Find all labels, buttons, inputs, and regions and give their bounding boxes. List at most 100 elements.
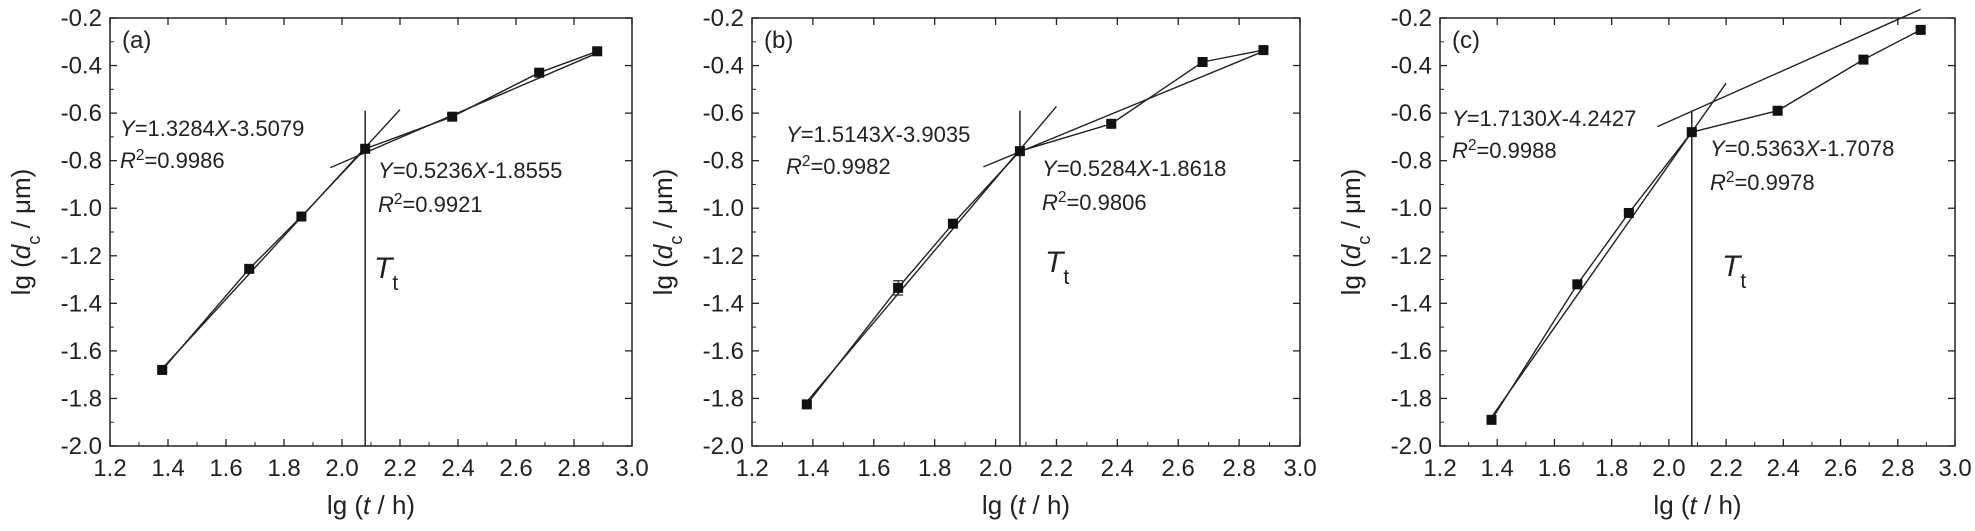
x-tick-label: 2.0	[325, 455, 358, 482]
x-tick-label: 1.6	[857, 455, 890, 482]
data-point	[592, 46, 603, 57]
x-tick-label: 1.8	[267, 455, 300, 482]
fit-r2-2: R2=0.9806	[1042, 189, 1147, 216]
data-point	[1106, 118, 1117, 129]
y-tick-label: -1.0	[61, 195, 102, 222]
y-tick-label: -0.2	[61, 5, 102, 32]
data-point	[947, 218, 958, 229]
y-tick-label: -1.0	[703, 195, 744, 222]
y-tick-label: -2.0	[61, 433, 102, 460]
fit-equation-1: Y=1.3284X-3.5079	[120, 116, 304, 141]
data-point	[1258, 45, 1269, 56]
y-tick-label: -0.8	[61, 148, 102, 175]
x-tick-label: 1.2	[735, 455, 768, 482]
x-tick-label: 1.6	[1538, 455, 1571, 482]
y-tick-label: -1.2	[703, 243, 744, 270]
data-point	[360, 143, 371, 154]
y-tick-label: -1.6	[1391, 338, 1432, 365]
x-tick-label: 1.4	[1481, 455, 1514, 482]
fit-r2-2: R2=0.9921	[378, 191, 483, 218]
x-tick-label: 3.0	[1938, 455, 1971, 482]
x-tick-label: 2.6	[1824, 455, 1857, 482]
y-tick-label: -1.8	[61, 385, 102, 412]
y-tick-label: -0.2	[1391, 5, 1432, 32]
y-tick-label: -2.0	[703, 433, 744, 460]
fit-equation-2: Y=0.5236X-1.8555	[378, 158, 562, 183]
y-tick-label: -1.2	[1391, 243, 1432, 270]
x-tick-label: 2.0	[1652, 455, 1685, 482]
data-line	[806, 49, 1264, 405]
x-axis-label: lg (t / h)	[1653, 490, 1741, 520]
y-tick-label: -1.8	[1391, 385, 1432, 412]
data-point	[296, 211, 307, 222]
x-axis-label: lg (t / h)	[982, 490, 1070, 520]
y-tick-label: -0.8	[1391, 148, 1432, 175]
fit-equation-1: Y=1.5143X-3.9035	[786, 122, 970, 147]
x-tick-label: 1.8	[918, 455, 951, 482]
y-tick-label: -1.8	[703, 385, 744, 412]
y-tick-label: -0.6	[703, 100, 744, 127]
x-tick-label: 2.4	[1767, 455, 1800, 482]
data-point	[1486, 414, 1497, 425]
y-axis-label: lg (dc / μm)	[6, 169, 44, 296]
y-tick-label: -1.6	[61, 338, 102, 365]
data-point	[447, 111, 458, 122]
data-point	[1686, 127, 1697, 138]
fit-r2-2: R2=0.9978	[1710, 169, 1815, 196]
plot-frame	[109, 17, 633, 447]
x-axis-label: lg (t / h)	[327, 490, 415, 520]
y-tick-label: -0.2	[703, 5, 744, 32]
fit-equation-1: Y=1.7130X-4.2427	[1452, 106, 1636, 131]
y-axis-label: lg (dc / μm)	[648, 169, 686, 296]
data-point	[534, 67, 545, 78]
x-tick-label: 2.6	[1162, 455, 1195, 482]
chart-panel-c: 1.2 1.4 1.6 1.8 2.0 2.2 2.4 2.6 2.8 3.0 -0.2 -0.4 -0…	[1336, 5, 1972, 520]
data-point	[1858, 54, 1869, 65]
y-tick-label: -0.6	[61, 100, 102, 127]
data-point	[157, 364, 168, 375]
data-point	[1572, 279, 1583, 290]
y-tick-label: -2.0	[1391, 433, 1432, 460]
x-tick-label: 2.8	[557, 455, 590, 482]
panel-label: (a)	[122, 27, 151, 54]
x-tick-label: 1.6	[209, 455, 242, 482]
x-tick-label: 2.2	[1040, 455, 1073, 482]
y-tick-label: -0.4	[703, 53, 744, 80]
data-point	[1772, 105, 1783, 116]
y-tick-label: -0.4	[61, 53, 102, 80]
x-tick-label: 1.4	[151, 455, 184, 482]
transition-label: Tt	[1722, 250, 1746, 293]
plot-frame	[1439, 17, 1956, 447]
y-tick-label: -0.6	[1391, 100, 1432, 127]
fit-r2-1: R2=0.9982	[786, 153, 891, 180]
y-tick-label: -1.4	[1391, 290, 1432, 317]
data-point	[1197, 56, 1208, 67]
x-tick-label: 2.0	[979, 455, 1012, 482]
chart-panel-a: 1.2 1.4 1.6 1.8 2.0 2.2 2.4 2.6 2.8 3.0 -0.2 -0.4 -0…	[6, 5, 649, 520]
fit-equation-2: Y=0.5363X-1.7078	[1710, 136, 1894, 161]
chart-panel-b: 1.2 1.4 1.6 1.8 2.0 2.2 2.4 2.6 2.8 3.0 -0.2 -0.4 -0…	[648, 5, 1317, 520]
data-point	[244, 263, 255, 274]
x-tick-label: 3.0	[615, 455, 648, 482]
x-tick-label: 2.8	[1881, 455, 1914, 482]
x-tick-label: 1.2	[1423, 455, 1456, 482]
x-tick-label: 2.8	[1222, 455, 1255, 482]
fit-r2-1: R2=0.9986	[120, 147, 225, 174]
data-point	[1014, 146, 1025, 157]
data-point	[1915, 24, 1926, 35]
x-tick-label: 1.8	[1595, 455, 1628, 482]
x-tick-label: 2.4	[1101, 455, 1134, 482]
y-tick-label: -1.2	[61, 243, 102, 270]
transition-label: Tt	[374, 252, 398, 295]
y-tick-label: -1.4	[61, 290, 102, 317]
panel-label: (b)	[764, 27, 793, 54]
panel-label: (c)	[1452, 27, 1480, 54]
x-tick-label: 1.4	[796, 455, 829, 482]
x-tick-label: 3.0	[1283, 455, 1316, 482]
fit-line-2	[1657, 8, 1921, 128]
data-point	[893, 282, 904, 293]
x-tick-label: 2.6	[499, 455, 532, 482]
plot-frame	[751, 17, 1301, 447]
x-tick-label: 1.2	[93, 455, 126, 482]
